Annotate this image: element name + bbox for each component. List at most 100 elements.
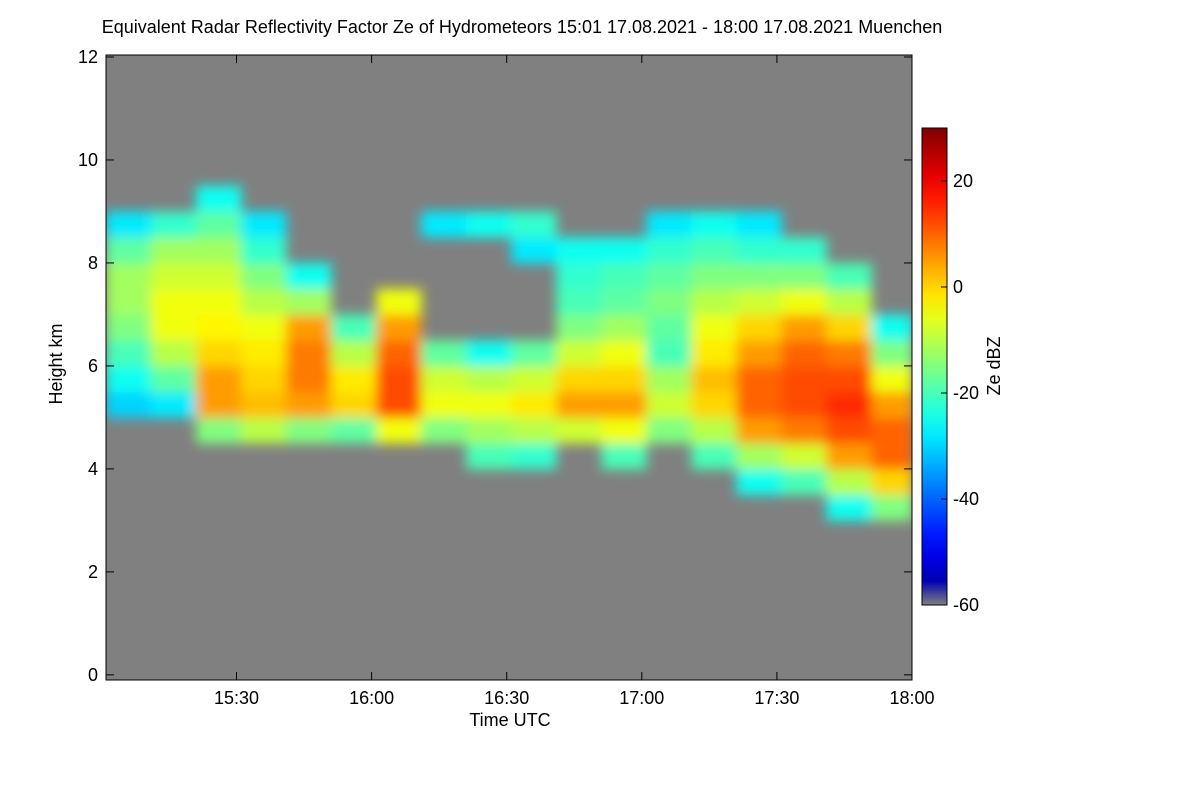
colorbar-tick-label: 20 — [953, 171, 973, 191]
chart-title: Equivalent Radar Reflectivity Factor Ze … — [102, 17, 943, 37]
colorbar-tick-label: -40 — [953, 489, 979, 509]
x-tick-label: 16:00 — [349, 688, 394, 708]
heatmap-cell — [556, 262, 602, 290]
heatmap-cell — [195, 417, 242, 444]
heatmap-cell — [241, 211, 287, 238]
x-axis-label: Time UTC — [469, 710, 550, 730]
heatmap-cell — [646, 314, 692, 341]
heatmap-cell — [106, 340, 152, 367]
heatmap-cell — [781, 314, 827, 341]
heatmap-cell — [826, 468, 872, 496]
heatmap-cell — [826, 494, 872, 521]
heatmap-cell — [150, 237, 197, 264]
y-tick-label: 4 — [88, 459, 98, 479]
heatmap-cell — [376, 365, 422, 393]
heatmap-cell — [421, 365, 467, 393]
heatmap-cell — [781, 468, 827, 496]
heatmap-cell — [150, 288, 197, 315]
heatmap-cell — [331, 417, 377, 444]
heatmap-cell — [285, 262, 332, 290]
heatmap-cell — [285, 365, 332, 393]
heatmap-cell — [466, 391, 512, 418]
heatmap-cell — [195, 185, 242, 212]
heatmap-cell — [736, 288, 782, 315]
heatmap-cell — [466, 443, 512, 470]
heatmap-cell — [150, 211, 197, 238]
heatmap-cell — [195, 288, 242, 315]
y-tick-label: 2 — [88, 562, 98, 582]
heatmap-cell — [601, 262, 647, 290]
heatmap-cell — [871, 391, 912, 418]
heatmap-cell — [511, 417, 557, 444]
plot-frame — [105, 54, 913, 681]
heatmap-cell — [601, 391, 647, 418]
x-tick-label: 16:30 — [484, 688, 529, 708]
heatmap-cell — [691, 262, 737, 290]
heatmap-cell — [195, 211, 242, 238]
heatmap-cell — [871, 340, 912, 367]
heatmap-cell — [150, 365, 197, 393]
heatmap-cell — [781, 237, 827, 264]
heatmap-cell — [331, 365, 377, 393]
heatmap-cells — [106, 185, 912, 521]
heatmap-cell — [466, 417, 512, 444]
heatmap-cell — [511, 211, 557, 238]
x-tick-label: 17:30 — [754, 688, 799, 708]
heatmap-cell — [195, 262, 242, 290]
x-tick-label: 18:00 — [889, 688, 934, 708]
colorbar — [921, 127, 948, 606]
heatmap-cell — [601, 314, 647, 341]
heatmap-cell — [736, 443, 782, 470]
heatmap-cell — [646, 365, 692, 393]
heatmap-cell — [646, 211, 692, 238]
heatmap-cell — [736, 237, 782, 264]
x-tick-label: 15:30 — [214, 688, 259, 708]
heatmap-cell — [241, 314, 287, 341]
heatmap-cell — [331, 340, 377, 367]
heatmap-cell — [106, 237, 152, 264]
heatmap-cell — [331, 314, 377, 341]
heatmap-cell — [421, 211, 467, 238]
heatmap-cell — [106, 391, 152, 418]
y-tick-label: 12 — [78, 47, 98, 67]
heatmap-cell — [781, 340, 827, 367]
heatmap-cell — [421, 391, 467, 418]
heatmap-cell — [106, 211, 152, 238]
heatmap-cell — [285, 314, 332, 341]
heatmap-cell — [241, 391, 287, 418]
heatmap-cell — [195, 391, 242, 418]
heatmap-cell — [781, 443, 827, 470]
heatmap-cell — [826, 417, 872, 444]
heatmap-cell — [826, 262, 872, 290]
heatmap-cell — [150, 314, 197, 341]
heatmap-cell — [781, 417, 827, 444]
heatmap-cell — [556, 340, 602, 367]
heatmap-cell — [556, 314, 602, 341]
heatmap-cell — [646, 262, 692, 290]
heatmap-cell — [195, 237, 242, 264]
heatmap-cell — [826, 391, 872, 418]
heatmap-cell — [871, 314, 912, 341]
heatmap-cell — [150, 262, 197, 290]
heatmap-cell — [106, 288, 152, 315]
heatmap-cell — [466, 340, 512, 367]
heatmap-cell — [691, 211, 737, 238]
heatmap-cell — [285, 288, 332, 315]
heatmap-cell — [376, 314, 422, 341]
heatmap-cell — [466, 365, 512, 393]
heatmap-cell — [691, 417, 737, 444]
heatmap-cell — [736, 211, 782, 238]
heatmap-cell — [736, 391, 782, 418]
colorbar-label: Ze dBZ — [984, 336, 1004, 395]
heatmap-cell — [781, 288, 827, 315]
heatmap-cell — [826, 443, 872, 470]
heatmap-cell — [241, 288, 287, 315]
heatmap-cell — [601, 340, 647, 367]
heatmap-cell — [285, 417, 332, 444]
heatmap-cell — [376, 288, 422, 315]
heatmap-cell — [691, 288, 737, 315]
heatmap-cell — [691, 237, 737, 264]
heatmap-cell — [376, 417, 422, 444]
heatmap-cell — [106, 262, 152, 290]
heatmap-cell — [195, 340, 242, 367]
